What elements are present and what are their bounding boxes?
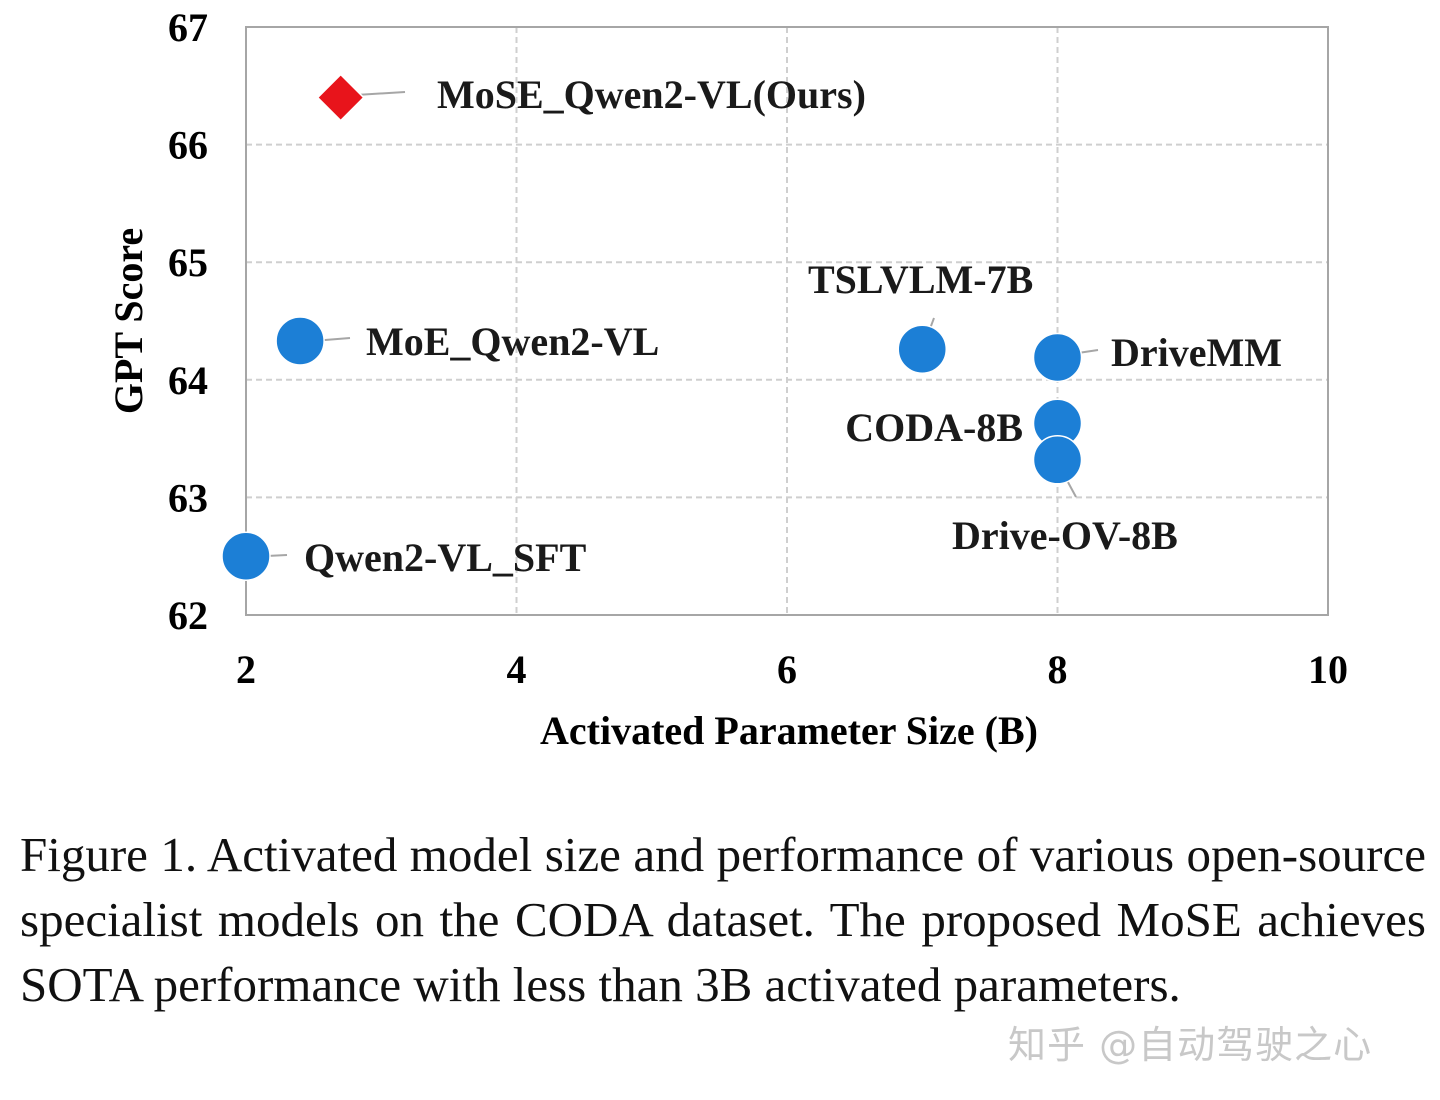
x-tick-label: 6 (777, 647, 797, 692)
data-point-diamond (316, 73, 365, 122)
y-tick-label: 65 (168, 240, 208, 285)
y-tick-label: 63 (168, 475, 208, 520)
x-axis-title: Activated Parameter Size (B) (540, 708, 1038, 753)
data-point (897, 324, 947, 374)
figure-caption: Figure 1. Activated model size and perfo… (20, 827, 1426, 1012)
point-label: MoE_Qwen2-VL (366, 319, 659, 364)
data-point (1032, 332, 1083, 383)
x-tick-label: 10 (1308, 647, 1348, 692)
x-tick-label: 8 (1048, 647, 1068, 692)
data-markers (221, 73, 1083, 581)
plot-frame (245, 26, 1329, 616)
data-point (221, 531, 271, 581)
grid-lines (246, 27, 1328, 615)
data-point (275, 316, 325, 366)
point-label: Drive-OV-8B (952, 513, 1178, 558)
x-tick-label: 4 (507, 647, 527, 692)
watermark: 知乎 @自动驾驶之心 (1008, 1023, 1373, 1067)
point-label: TSLVLM-7B (808, 257, 1033, 302)
x-axis-ticks: 2 4 6 8 10 (236, 647, 1348, 692)
x-tick-label: 2 (236, 647, 256, 692)
y-axis-ticks: 62 63 64 65 66 67 (168, 5, 208, 638)
data-point (1032, 435, 1083, 485)
y-tick-label: 62 (168, 593, 208, 638)
y-axis-title: GPT Score (106, 228, 151, 414)
scatter-chart: 62 63 64 65 66 67 2 4 6 8 10 GPT Score Activated … (106, 5, 1348, 753)
y-tick-label: 64 (168, 358, 208, 403)
point-label: MoSE_Qwen2-VL(Ours) (437, 72, 866, 117)
point-label: DriveMM (1111, 330, 1282, 375)
point-label: CODA-8B (845, 405, 1023, 450)
data-labels: MoSE_Qwen2-VL(Ours) MoE_Qwen2-VL Qwen2-VL_… (304, 72, 1282, 580)
y-tick-label: 66 (168, 123, 208, 168)
y-tick-label: 67 (168, 5, 208, 50)
point-label: Qwen2-VL_SFT (304, 535, 587, 580)
